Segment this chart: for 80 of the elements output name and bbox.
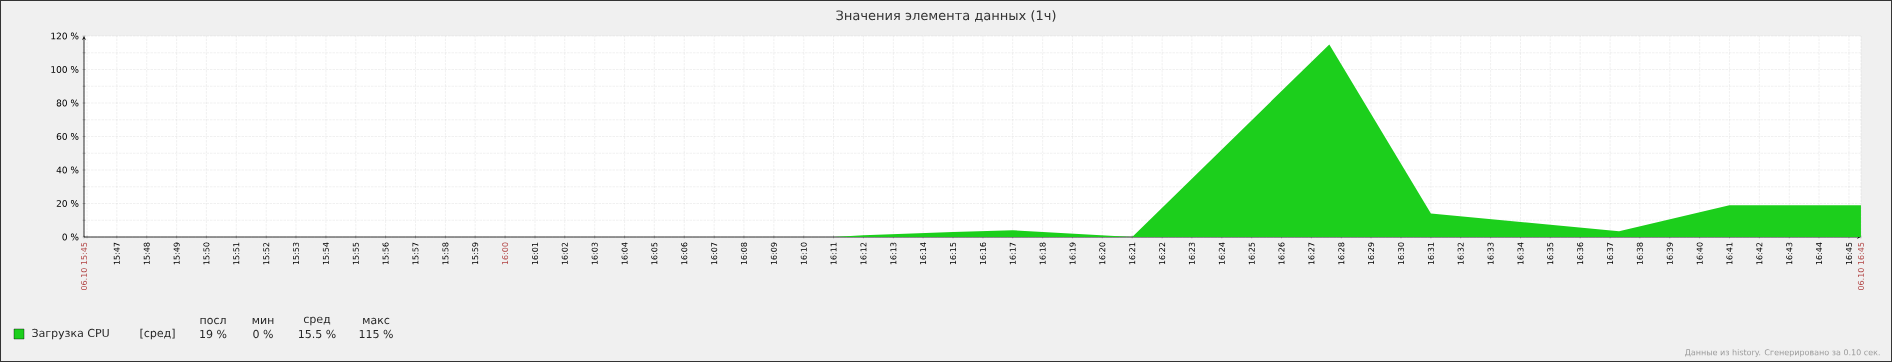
text: макс <box>363 317 390 325</box>
x-tick-label: 16:44 <box>1815 242 1823 265</box>
x-tick-label: 16:45 <box>1845 242 1852 265</box>
text: 0 % <box>253 329 273 339</box>
y-tick-label: 0 % <box>62 233 79 241</box>
x-tick-label: 16:00 <box>502 242 509 265</box>
y-tick-label: 20 % <box>56 200 79 207</box>
x-tick-label: 15:54 <box>322 242 329 265</box>
x-tick-label: 15:51 <box>233 242 240 265</box>
text: посл <box>200 317 226 325</box>
y-tick-label: 60 % <box>56 133 79 140</box>
x-tick-label: 16:18 <box>1039 242 1046 265</box>
x-tick-label: 16:15 <box>950 242 957 265</box>
x-tick-label: 16:25 <box>1248 242 1255 265</box>
x-tick-label: 16:16 <box>979 242 986 265</box>
x-tick-label: 15:55 <box>352 242 359 265</box>
x-tick-label: 15:58 <box>442 242 449 265</box>
text: 19 % <box>200 329 227 339</box>
x-tick-label: 16:27 <box>1308 242 1315 265</box>
x-tick-label: 16:35 <box>1547 242 1554 265</box>
x-tick-label: 16:30 <box>1397 242 1405 265</box>
x-tick-label: 16:21 <box>1129 242 1136 265</box>
x-tick-label: 16:11 <box>830 242 837 265</box>
x-tick-label: 16:07 <box>711 242 718 265</box>
x-tick-label: 16:01 <box>531 242 539 265</box>
x-tick-label: 16:12 <box>860 242 867 265</box>
x-tick-label: 15:52 <box>263 242 270 265</box>
x-tick-label: 16:04 <box>621 242 628 265</box>
x-tick-label: 16:17 <box>1009 242 1016 265</box>
text: 15.5 % <box>299 329 336 339</box>
text: сред <box>303 316 331 326</box>
x-tick-label: 16:03 <box>591 242 598 265</box>
x-tick-label: 15:56 <box>382 242 389 265</box>
y-tick-label: 120 % <box>51 32 79 40</box>
x-tick-label: 16:09 <box>770 242 777 265</box>
x-tick-label: 16:43 <box>1786 242 1793 265</box>
x-tick-label: 16:23 <box>1188 242 1195 265</box>
x-tick-label: 16:33 <box>1487 242 1494 265</box>
x-tick-label: 15:47 <box>113 242 120 265</box>
x-tick-label: 16:24 <box>1218 242 1225 265</box>
text: Данные из history. Сгенерировано за 0.10 сек. <box>1685 349 1880 357</box>
x-tick-label: 15:49 <box>173 242 180 265</box>
x-tick-label: 15:48 <box>143 242 150 265</box>
x-tick-label: 15:50 <box>203 242 210 265</box>
x-tick-label: 06.10 16:45 <box>1857 242 1864 290</box>
x-tick-label: 16:06 <box>681 242 688 265</box>
x-tick-label: 16:14 <box>920 242 927 265</box>
text: 115 % <box>359 329 393 339</box>
x-tick-label: 16:42 <box>1756 242 1763 265</box>
x-tick-label: 16:38 <box>1636 242 1643 265</box>
y-tick-label: 40 % <box>56 166 79 174</box>
x-tick-label: 16:32 <box>1457 242 1464 265</box>
x-tick-label: 16:26 <box>1278 242 1285 265</box>
x-tick-label: 16:37 <box>1607 242 1614 265</box>
x-tick-label: 16:13 <box>890 242 897 265</box>
x-tick-label: 15:53 <box>292 242 299 265</box>
x-tick-label: 16:20 <box>1099 242 1106 265</box>
x-tick-label: 16:22 <box>1159 242 1166 265</box>
x-tick-label: 06.10 15:45 <box>80 242 88 290</box>
x-tick-label: 16:05 <box>651 242 658 265</box>
x-tick-label: 16:28 <box>1338 242 1345 265</box>
x-tick-label: 16:39 <box>1666 242 1673 265</box>
y-tick-label: 100 % <box>51 66 79 73</box>
x-tick-label: 16:08 <box>740 242 747 265</box>
x-tick-label: 15:57 <box>412 242 419 265</box>
y-tick-label: 80 % <box>56 99 79 107</box>
x-tick-label: 16:10 <box>800 242 807 265</box>
x-tick-label: 16:34 <box>1517 242 1524 265</box>
text: [сред] <box>140 328 175 340</box>
x-tick-label: 16:36 <box>1577 242 1584 265</box>
x-tick-label: 16:31 <box>1427 242 1434 265</box>
x-tick-label: 16:02 <box>561 242 568 265</box>
x-tick-label: 15:59 <box>472 242 479 265</box>
x-tick-label: 16:19 <box>1069 242 1076 265</box>
legend-label: Загрузка CPU <box>32 328 109 340</box>
text: мин <box>252 318 274 325</box>
x-tick-label: 16:29 <box>1368 242 1375 265</box>
x-tick-label: 16:41 <box>1726 242 1733 265</box>
x-tick-label: 16:40 <box>1696 242 1703 265</box>
chart-title: Значения элемента данных (1ч) <box>836 10 1056 22</box>
